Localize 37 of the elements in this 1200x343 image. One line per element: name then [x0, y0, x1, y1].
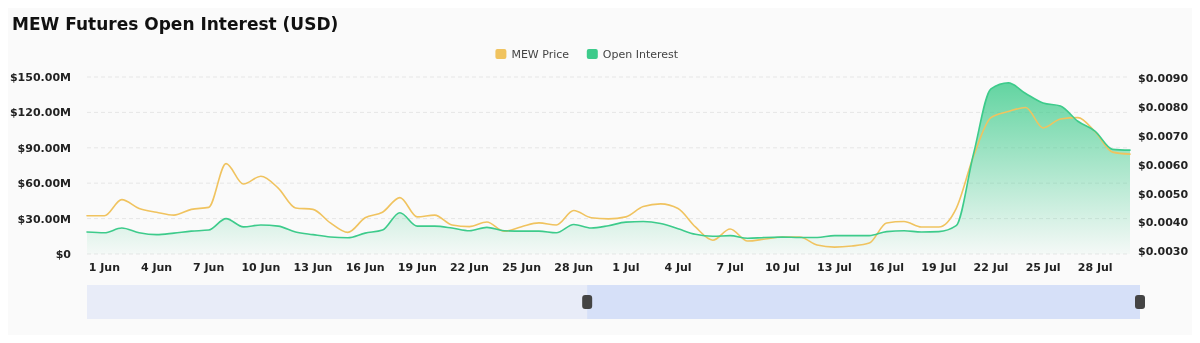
chart-title: MEW Futures Open Interest (USD)	[12, 14, 339, 34]
x-tick-label: 16 Jun	[345, 261, 385, 274]
x-tick-label: 1 Jul	[612, 261, 640, 274]
x-tick-label: 22 Jun	[449, 261, 489, 274]
x-tick-label: 4 Jul	[664, 261, 692, 274]
y-tick-label: $120.00M	[9, 106, 71, 120]
legend-label: MEW Price	[511, 48, 570, 61]
x-tick-label: 7 Jun	[193, 261, 225, 274]
legend-label: Open Interest	[602, 48, 679, 61]
x-tick-label: 25 Jul	[1025, 261, 1061, 274]
line-series	[86, 106, 1131, 248]
x-tick-label: 7 Jul	[716, 261, 744, 274]
y2-tick-label: $0.0030	[1138, 245, 1189, 259]
y-tick-label: $150.00M	[9, 71, 71, 84]
x-tick-label: 4 Jun	[140, 261, 173, 274]
y-tick-label: $60.00M	[17, 177, 71, 191]
x-tick-label: 19 Jul	[921, 261, 957, 274]
x-tick-label: 28 Jul	[1077, 261, 1113, 274]
x-tick-label: 25 Jun	[502, 261, 542, 274]
x-tick-label: 1 Jun	[88, 261, 121, 274]
x-tick-label: 10 Jun	[241, 261, 281, 274]
x-tick-label: 28 Jun	[554, 261, 594, 274]
y2-tick-label: $0.0090	[1138, 72, 1189, 86]
y2-tick-label: $0.0070	[1138, 130, 1189, 143]
y-tick-label: $30.00M	[17, 212, 71, 226]
x-tick-label: 22 Jul	[973, 261, 1009, 274]
x-tick-label: 19 Jun	[397, 261, 437, 274]
y-tick-label: $0	[55, 248, 72, 261]
y2-tick-label: $0.0040	[1138, 216, 1189, 230]
x-tick-label: 16 Jul	[869, 261, 905, 274]
y-tick-label: $90.00M	[17, 141, 71, 155]
y2-tick-label: $0.0080	[1138, 101, 1189, 115]
y2-tick-label: $0.0050	[1138, 187, 1189, 201]
x-tick-label: 10 Jul	[764, 261, 800, 274]
x-tick-label: 13 Jul	[817, 261, 852, 274]
x-tick-label: 13 Jun	[293, 261, 333, 274]
y2-tick-label: $0.0060	[1138, 158, 1189, 172]
